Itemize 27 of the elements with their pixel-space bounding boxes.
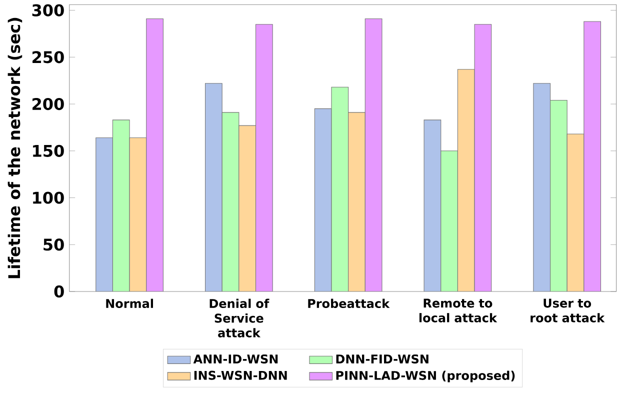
bar (440, 150, 458, 292)
bar (222, 112, 240, 292)
legend-label: INS-WSN-DNN (194, 370, 287, 380)
legend-label: PINN-LAD-WSN (proposed) (336, 370, 515, 382)
bar (331, 86, 349, 292)
y-tick-label: 100 (33, 192, 64, 204)
y-tick-label: 250 (32, 51, 64, 64)
y-tick-label: 50 (44, 238, 64, 251)
legend-label: ANN-ID-WSN (193, 354, 278, 364)
bar (96, 137, 113, 292)
bar (112, 120, 130, 292)
bar (314, 108, 332, 292)
y-tick-label: 150 (33, 144, 64, 157)
y-tick-label: 0 (54, 285, 64, 298)
y-axis-title: Lifetime of the network (sec) (8, 18, 22, 278)
bar (550, 100, 568, 292)
bar (533, 83, 551, 292)
y-tick-label: 200 (32, 98, 64, 110)
x-tick-label: Denial of Service attack (210, 298, 270, 338)
x-tick-label: Remote to local attack (419, 298, 498, 322)
x-tick-label: Normal (106, 298, 154, 308)
y-tick-label: 300 (32, 4, 64, 16)
bar (424, 120, 442, 292)
bar (205, 83, 222, 292)
x-tick-label: User to root attack (530, 298, 605, 322)
x-tick-label: Probeattack (308, 298, 390, 308)
legend-label: DNN-FID-WSN (336, 354, 428, 364)
